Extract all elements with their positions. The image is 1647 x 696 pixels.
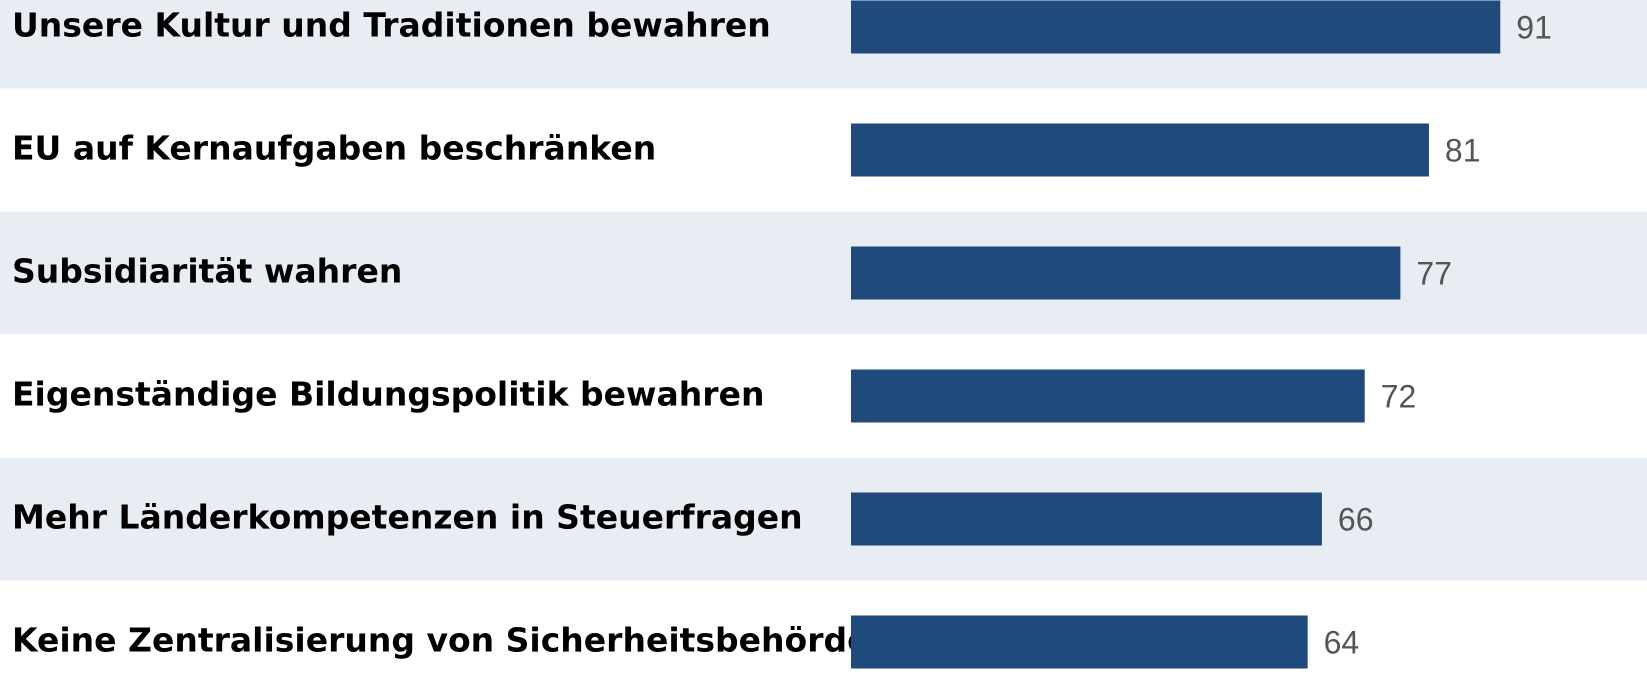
category-label: Subsidiarität wahren [12, 252, 402, 291]
category-label: Mehr Länderkompetenzen in Steuerfragen [12, 498, 803, 537]
value-label: 81 [1445, 132, 1481, 168]
bar [851, 369, 1365, 423]
value-label: 91 [1516, 9, 1552, 45]
category-label: Unsere Kultur und Traditionen bewahren [12, 6, 771, 45]
bar [851, 615, 1308, 669]
bar [851, 246, 1401, 300]
category-label: Keine Zentralisierung von Sicherheitsbeh… [12, 621, 893, 660]
value-label: 66 [1338, 501, 1374, 537]
value-label: 72 [1381, 378, 1417, 414]
bar [851, 0, 1501, 54]
bar [851, 123, 1429, 177]
value-label: 77 [1416, 255, 1452, 291]
category-label: Eigenständige Bildungspolitik bewahren [12, 375, 764, 414]
row-stripe [0, 457, 1647, 581]
bar [851, 492, 1322, 546]
value-label: 64 [1324, 624, 1360, 660]
category-label: EU auf Kernaufgaben beschränken [12, 129, 656, 168]
